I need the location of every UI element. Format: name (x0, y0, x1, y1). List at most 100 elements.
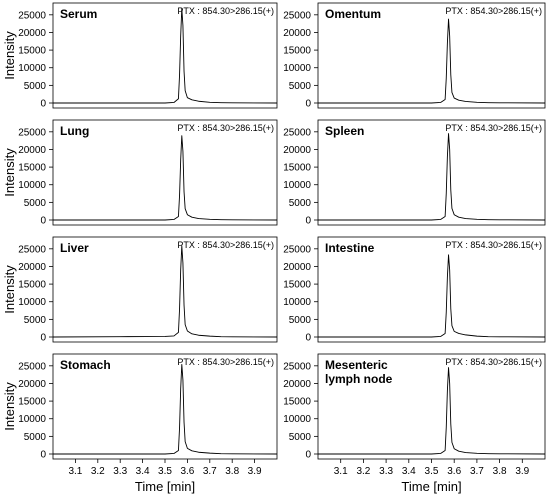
transition-annotation: PTX : 854.30>286.15(+) (445, 123, 542, 133)
y-tick-label: 10000 (18, 297, 46, 308)
chart-panel: 0 5000 10000 15000 20000 25000 Omentum PTX : 85… (283, 2, 546, 110)
panel-title-line: Stomach (60, 358, 111, 372)
x-tick-label: 3.6 (180, 466, 194, 477)
transition-annotation: PTX : 854.30>286.15(+) (177, 123, 274, 133)
x-tick-label: 3.3 (113, 466, 127, 477)
chromatogram-trace (53, 135, 278, 221)
x-tick-label: 3.8 (493, 466, 507, 477)
chart-panel: 0 5000 10000 15000 20000 25000 3.1 3.2 3.3 3.4 3.5… (283, 353, 546, 494)
x-tick-label: 3.3 (379, 466, 393, 477)
y-tick-label: 10000 (283, 180, 311, 191)
panel-title: Omentum (325, 7, 381, 21)
y-tick-label: 15000 (18, 397, 46, 408)
transition-annotation: PTX : 854.30>286.15(+) (177, 357, 274, 367)
y-tick-label: 20000 (283, 145, 311, 156)
y-tick-label: 0 (40, 99, 46, 110)
y-tick-label: 15000 (283, 397, 311, 408)
transition-annotation: PTX : 854.30>286.15(+) (177, 240, 274, 250)
panel-title: Lung (60, 124, 89, 138)
chromatogram-trace (318, 254, 546, 338)
y-tick-label: 5000 (289, 432, 312, 443)
panel-title-line: Intestine (325, 241, 375, 255)
x-tick-label: 3.5 (158, 466, 172, 477)
y-tick-label: 25000 (18, 127, 46, 138)
y-tick-label: 20000 (283, 379, 311, 390)
y-tick-label: 25000 (283, 10, 311, 21)
y-tick-label: 25000 (283, 127, 311, 138)
panel-title-line: Spleen (325, 124, 364, 138)
panel-title-line: Liver (60, 241, 89, 255)
x-axis-label: Time [min] (135, 479, 195, 494)
y-tick-label: 15000 (18, 280, 46, 291)
y-tick-label: 10000 (283, 63, 311, 74)
y-tick-label: 0 (40, 333, 46, 344)
y-tick-label: 5000 (24, 198, 47, 209)
transition-annotation: PTX : 854.30>286.15(+) (445, 357, 542, 367)
x-tick-label: 3.6 (447, 466, 461, 477)
y-tick-label: 0 (40, 216, 46, 227)
plot-frame (52, 236, 278, 343)
chromatogram-trace (318, 133, 546, 221)
y-tick-label: 20000 (283, 262, 311, 273)
y-tick-label: 15000 (18, 46, 46, 57)
y-axis-label: Intensity (2, 265, 17, 314)
y-tick-label: 25000 (283, 244, 311, 255)
y-tick-label: 10000 (18, 414, 46, 425)
x-tick-label: 3.9 (515, 466, 529, 477)
x-tick-label: 3.4 (402, 466, 416, 477)
y-axis-label: Intensity (2, 382, 17, 431)
y-tick-label: 5000 (24, 432, 47, 443)
panel-title-line: lymph node (325, 372, 393, 386)
x-tick-label: 3.5 (425, 466, 439, 477)
y-tick-label: 0 (40, 450, 46, 461)
y-tick-label: 5000 (24, 315, 47, 326)
chromatogram-trace (52, 245, 278, 338)
panel-title: Mesenteric lymph node (325, 358, 393, 386)
transition-annotation: PTX : 854.30>286.15(+) (445, 6, 542, 16)
y-tick-label: 25000 (18, 361, 46, 372)
plot-frame (52, 119, 278, 226)
y-tick-label: 10000 (18, 180, 46, 191)
y-tick-label: 15000 (283, 46, 311, 57)
chromatogram-trace (53, 363, 278, 455)
transition-annotation: PTX : 854.30>286.15(+) (177, 6, 274, 16)
y-tick-label: 10000 (18, 63, 46, 74)
y-tick-label: 25000 (18, 244, 46, 255)
panel-title-line: Lung (60, 124, 89, 138)
y-tick-label: 20000 (18, 379, 46, 390)
plot-frame (317, 236, 546, 343)
y-tick-label: 20000 (18, 145, 46, 156)
x-tick-label: 3.7 (203, 466, 217, 477)
panel-title: Spleen (325, 124, 364, 138)
y-tick-label: 20000 (283, 28, 311, 39)
y-tick-label: 10000 (283, 297, 311, 308)
y-tick-label: 5000 (289, 315, 312, 326)
x-tick-label: 3.8 (225, 466, 239, 477)
x-tick-label: 3.1 (334, 466, 348, 477)
chromatogram-trace (318, 18, 546, 104)
panel-title: Intestine (325, 241, 375, 255)
y-tick-label: 20000 (18, 28, 46, 39)
transition-annotation: PTX : 854.30>286.15(+) (445, 240, 542, 250)
y-tick-label: 0 (305, 216, 311, 227)
panel-title: Stomach (60, 358, 111, 372)
panel-title-line: Mesenteric (325, 358, 388, 372)
y-tick-label: 0 (305, 99, 311, 110)
x-tick-label: 3.7 (470, 466, 484, 477)
y-tick-label: 5000 (289, 198, 312, 209)
y-tick-label: 25000 (18, 10, 46, 21)
x-tick-label: 3.1 (68, 466, 82, 477)
plot-frame (52, 2, 278, 109)
y-axis-label: Intensity (2, 31, 17, 80)
chart-panel: 0 5000 10000 15000 20000 25000 Intestine PTX : … (283, 236, 546, 344)
y-tick-label: 20000 (18, 262, 46, 273)
y-axis-label: Intensity (2, 148, 17, 197)
chromatogram-trace (53, 8, 278, 104)
panel-title: Liver (60, 241, 89, 255)
x-tick-label: 3.9 (248, 466, 262, 477)
